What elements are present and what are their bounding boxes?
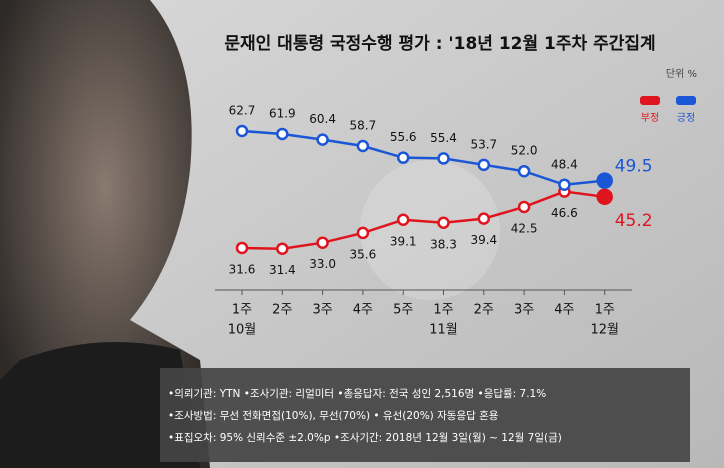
value-label: 46.6: [551, 206, 578, 220]
marker: [517, 200, 531, 214]
value-label: 42.5: [511, 221, 538, 235]
x-tick-label: 5주: [393, 303, 413, 318]
marker: [558, 178, 571, 192]
value-label: 33.0: [309, 257, 336, 271]
marker: [316, 133, 329, 146]
value-label: 48.4: [551, 157, 578, 171]
marker: [316, 236, 329, 249]
value-label: 55.6: [390, 130, 417, 144]
marker: [276, 127, 289, 141]
marker: [276, 242, 289, 255]
last-marker: [596, 188, 613, 206]
value-label: 53.7: [470, 137, 497, 151]
value-label: 60.4: [309, 112, 336, 126]
legend-label: 긍정: [677, 112, 695, 124]
note: •조사방법: 무선 전화면접(10%), 무선(70%) • 유선(20%) 자…: [168, 409, 499, 422]
x-tick-label: 1주: [433, 303, 453, 318]
value-label: 61.9: [269, 106, 296, 120]
note: •의뢰기관: YTN •조사기관: 리얼미터 •총응답자: 전국 성인 2,51…: [168, 388, 546, 400]
series-line: [241, 190, 605, 250]
x-month-label: 12월: [590, 323, 619, 338]
x-tick-label: 1주: [595, 303, 615, 318]
x-tick-label: 4주: [554, 303, 574, 318]
marker: [517, 164, 531, 178]
value-label: 58.7: [350, 119, 377, 133]
x-tick-label: 4주: [353, 303, 373, 318]
marker: [235, 124, 249, 138]
legend-label: 부정: [641, 112, 659, 124]
x-tick-label: 2주: [474, 303, 494, 318]
value-label: 52.0: [511, 144, 538, 158]
marker: [477, 158, 491, 172]
value-label: 39.1: [390, 234, 417, 248]
value-label: 38.3: [430, 237, 457, 251]
value-label: 31.4: [269, 263, 296, 277]
legend-swatch: [640, 96, 660, 105]
notes-box: [160, 368, 690, 462]
last-marker: [596, 172, 613, 189]
value-label: 45.2: [615, 211, 653, 231]
value-label: 39.4: [470, 233, 497, 247]
emblem: [360, 160, 500, 300]
unit-label: 단위 %: [666, 67, 697, 80]
marker: [396, 213, 410, 227]
x-tick-label: 3주: [514, 303, 534, 318]
marker: [477, 212, 491, 225]
marker: [396, 151, 410, 164]
x-tick-label: 2주: [272, 303, 292, 318]
marker: [235, 241, 249, 255]
legend-swatch: [676, 96, 696, 105]
x-tick-label: 1주: [232, 303, 252, 318]
marker: [437, 152, 450, 165]
value-label: 62.7: [229, 103, 256, 117]
note: •표집오차: 95% 신뢰수준 ±2.0%p •조사기간: 2018년 12월 …: [168, 431, 562, 444]
value-label: 49.5: [615, 157, 653, 177]
marker: [437, 216, 450, 230]
marker: [356, 226, 370, 240]
chart-title: 문재인 대통령 국정수행 평가 : '18년 12월 1주차 주간집계: [224, 33, 655, 54]
value-label: 31.6: [229, 262, 256, 276]
value-label: 55.4: [430, 131, 457, 145]
x-month-label: 11월: [429, 323, 458, 338]
value-label: 35.6: [350, 247, 377, 261]
portrait-suit: [0, 342, 200, 468]
series-line: [241, 129, 605, 187]
x-month-label: 10월: [228, 323, 257, 338]
marker: [356, 139, 370, 153]
x-tick-label: 3주: [312, 303, 332, 318]
